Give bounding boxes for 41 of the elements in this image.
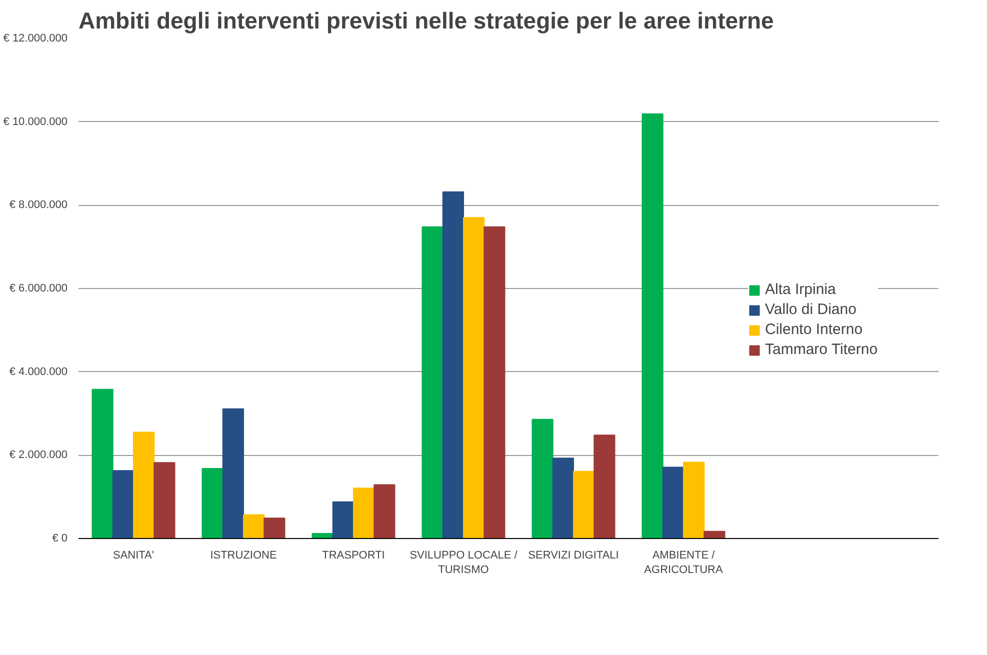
bar: [112, 470, 134, 538]
chart-title: Ambiti degli interventi previsti nelle strategie per le aree interne: [78, 8, 774, 34]
y-tick-label: € 12.000.000: [3, 32, 68, 44]
bar: [442, 191, 464, 538]
bar: [594, 434, 616, 538]
bar: [552, 458, 574, 538]
bar: [532, 418, 554, 538]
bar: [264, 518, 286, 538]
bar: [374, 484, 396, 538]
x-tick-label: AMBIENTE / AGRICOLTURA: [644, 550, 724, 576]
x-tick-label: SVILUPPO LOCALE / TURISMO: [410, 550, 518, 576]
y-tick-label: € 4.000.000: [9, 366, 68, 378]
legend-label: Cilento Interno: [765, 321, 863, 338]
y-tick-label: € 6.000.000: [9, 282, 68, 294]
bar: [662, 466, 684, 538]
bar: [243, 514, 265, 538]
x-tick-label: ISTRUZIONE: [210, 550, 277, 562]
bar: [222, 408, 244, 538]
bar: [92, 388, 114, 538]
y-tick-label: € 8.000.000: [9, 199, 68, 212]
bar: [642, 113, 664, 538]
y-tick-label: € 10.000.000: [3, 116, 68, 128]
y-tick-label: € 2.000.000: [9, 449, 68, 462]
bar: [704, 530, 726, 538]
bar: [683, 462, 705, 538]
y-tick-label: € 0: [52, 532, 68, 544]
legend-label: Tammaro Titerno: [765, 341, 878, 358]
legend-label: Vallo di Diano: [765, 301, 856, 318]
bar: [463, 217, 485, 538]
legend-label: Alta Irpinia: [765, 281, 836, 298]
bar: [353, 488, 375, 538]
bar: [154, 462, 176, 538]
bar: [332, 501, 354, 538]
bar: [202, 468, 224, 538]
bar: [573, 470, 595, 538]
bar: [484, 226, 506, 538]
x-tick-label: SANITA': [112, 550, 154, 562]
bar: [133, 432, 155, 538]
bar: [422, 226, 444, 538]
x-tick-label: TRASPORTI: [322, 550, 385, 562]
x-tick-label: SERVIZI DIGITALI: [528, 550, 619, 562]
